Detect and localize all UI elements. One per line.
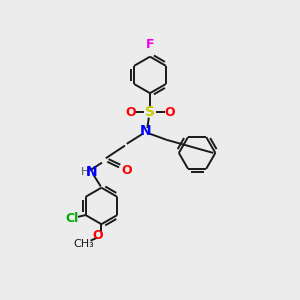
Text: N: N bbox=[85, 165, 97, 179]
Text: O: O bbox=[125, 106, 136, 119]
Text: CH₃: CH₃ bbox=[74, 238, 94, 249]
Text: O: O bbox=[122, 164, 132, 176]
Text: N: N bbox=[140, 124, 152, 138]
Text: Cl: Cl bbox=[65, 212, 79, 224]
Text: H: H bbox=[80, 167, 89, 177]
Text: O: O bbox=[93, 230, 103, 242]
Text: O: O bbox=[164, 106, 175, 119]
Text: S: S bbox=[145, 105, 155, 119]
Text: F: F bbox=[146, 38, 154, 51]
